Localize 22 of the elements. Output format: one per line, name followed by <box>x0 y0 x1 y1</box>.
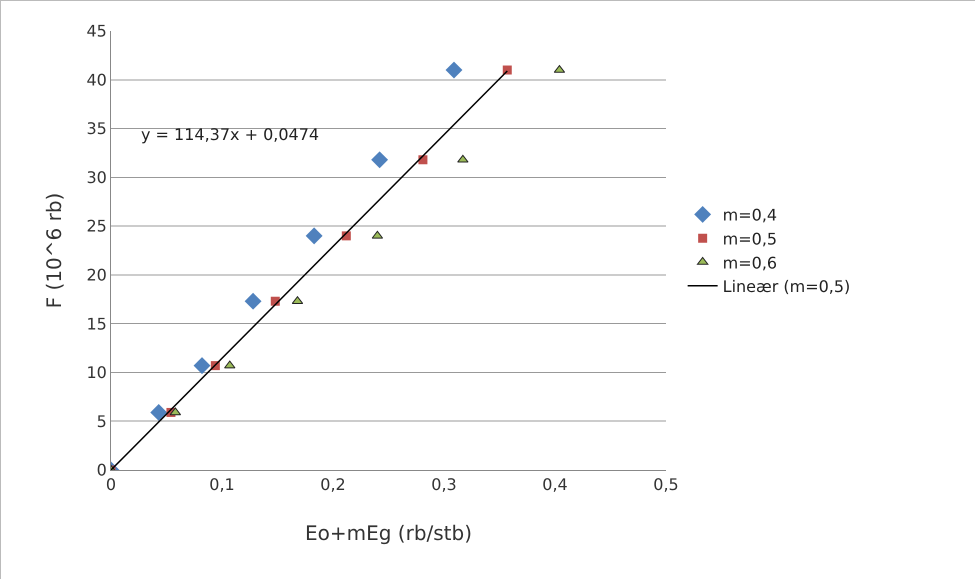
x-tick-label: 0,5 <box>653 475 679 494</box>
legend-label: m=0,4 <box>722 206 778 225</box>
y-axis-title: F (10^6 rb) <box>42 192 66 308</box>
y-tick-label: 15 <box>86 314 107 334</box>
y-tick-label: 45 <box>86 22 107 41</box>
y-tick-label: 0 <box>96 460 107 480</box>
x-tick-label: 0,1 <box>209 475 235 494</box>
y-tick-label: 25 <box>86 216 107 236</box>
y-tick-label: 20 <box>86 265 107 284</box>
x-tick-label: 0,3 <box>431 475 457 494</box>
legend-label: Lineær (m=0,5) <box>722 277 850 296</box>
y-tick-label: 30 <box>86 168 107 187</box>
y-tick-label: 35 <box>86 119 107 138</box>
x-axis-title: Eo+mEg (rb/stb) <box>304 521 472 545</box>
y-tick-label: 10 <box>86 363 107 382</box>
x-tick-label: 0,2 <box>320 475 346 494</box>
annotation: y = 114,37x + 0,0474 <box>141 125 320 144</box>
x-tick-label: 0,4 <box>542 475 568 494</box>
y-tick-label: 40 <box>86 70 107 90</box>
legend-label: m=0,6 <box>722 253 778 272</box>
y-tick-label: 5 <box>96 412 107 431</box>
legend-label: m=0,5 <box>722 229 778 248</box>
